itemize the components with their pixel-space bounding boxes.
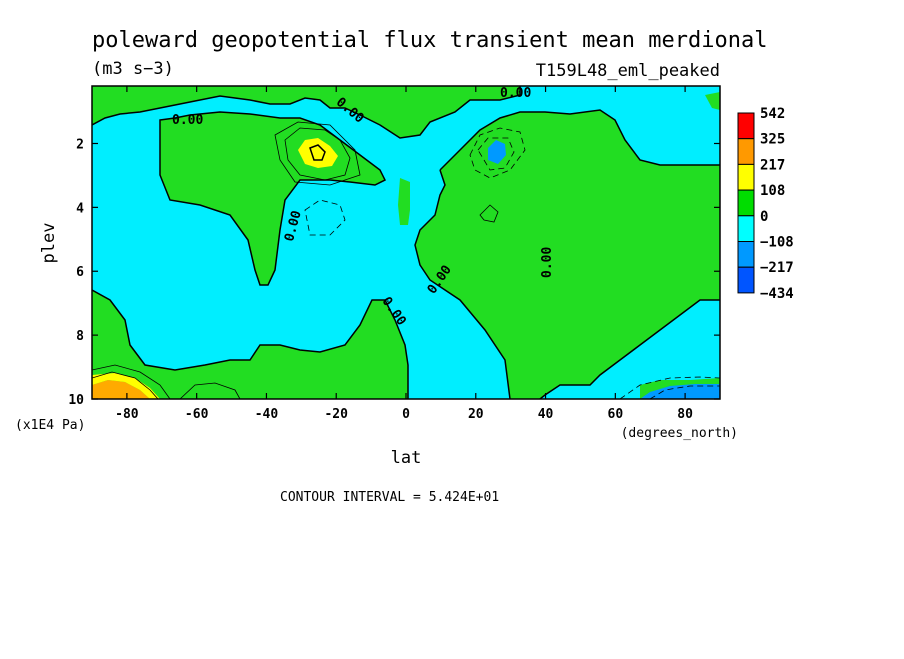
colorbar-swatch (737, 241, 755, 268)
x-tick-label: -40 (255, 407, 279, 422)
region-yellow-core-outline (309, 144, 326, 161)
contour-label: 0.00 (172, 113, 203, 128)
contour-label: 0.00 (500, 86, 531, 101)
colorbar: 542 325 217 108 0 −108 −217 −434 (737, 106, 794, 302)
x-axis: -80 -60 -40 -20 0 20 40 60 80 (115, 86, 693, 422)
x-tick-label: -80 (115, 407, 139, 422)
colorbar-label: −434 (760, 286, 794, 302)
region-equatorial-positive (398, 178, 410, 225)
region-southern-positive (92, 290, 408, 399)
contour-label: 0.00 (540, 247, 555, 278)
experiment-label: T159L48_eml_peaked (536, 61, 720, 81)
x-tick-label: 80 (677, 407, 693, 422)
colorbar-swatch (737, 163, 755, 191)
y-tick-label: 2 (76, 137, 84, 152)
x-tick-label: 60 (608, 407, 624, 422)
colorbar-label: 217 (760, 157, 785, 173)
y-axis: 2 4 6 8 10 (68, 137, 720, 408)
region-blue-minimum (488, 140, 506, 164)
y-axis-units: (x1E4 Pa) (15, 418, 85, 433)
y-tick-label: 10 (68, 393, 84, 408)
region-orange-maximum (92, 380, 150, 399)
x-axis-units: (degrees_north) (621, 426, 738, 441)
x-axis-label: lat (391, 448, 422, 468)
colorbar-label: 325 (760, 132, 785, 148)
region-northern-positive (415, 110, 720, 399)
colorbar-label: −217 (760, 260, 794, 276)
y-tick-label: 6 (76, 265, 84, 280)
region-top-positive (92, 86, 520, 138)
region-blue-polar-minimum (640, 384, 720, 399)
colorbar-label: 0 (760, 209, 768, 225)
region-edge-positive (705, 92, 720, 110)
contour-interval: CONTOUR INTERVAL = 5.424E+01 (280, 490, 499, 505)
x-tick-label: 0 (402, 407, 410, 422)
chart-title: poleward geopotential flux transient mea… (92, 28, 768, 53)
region-yellow-rim (92, 373, 160, 399)
chart-units: (m3 s−3) (92, 59, 174, 79)
y-tick-label: 4 (76, 201, 84, 216)
x-tick-label: -60 (185, 407, 209, 422)
colorbar-swatch (737, 138, 755, 165)
x-tick-label: 20 (468, 407, 484, 422)
colorbar-swatch (737, 266, 755, 294)
colorbar-label: 542 (760, 106, 785, 122)
x-tick-label: -20 (324, 407, 348, 422)
y-tick-label: 8 (76, 329, 84, 344)
y-axis-label: plev (39, 223, 59, 264)
colorbar-swatch (737, 189, 755, 217)
zero-contours (92, 86, 720, 399)
colorbar-swatch (737, 215, 755, 243)
x-tick-label: 40 (538, 407, 554, 422)
colorbar-swatch (737, 112, 755, 140)
colorbar-label: −108 (760, 235, 794, 251)
region-yellow-maximum (298, 138, 338, 168)
colorbar-label: 108 (760, 183, 785, 199)
thin-contours (92, 121, 720, 399)
plot-area (92, 86, 720, 399)
